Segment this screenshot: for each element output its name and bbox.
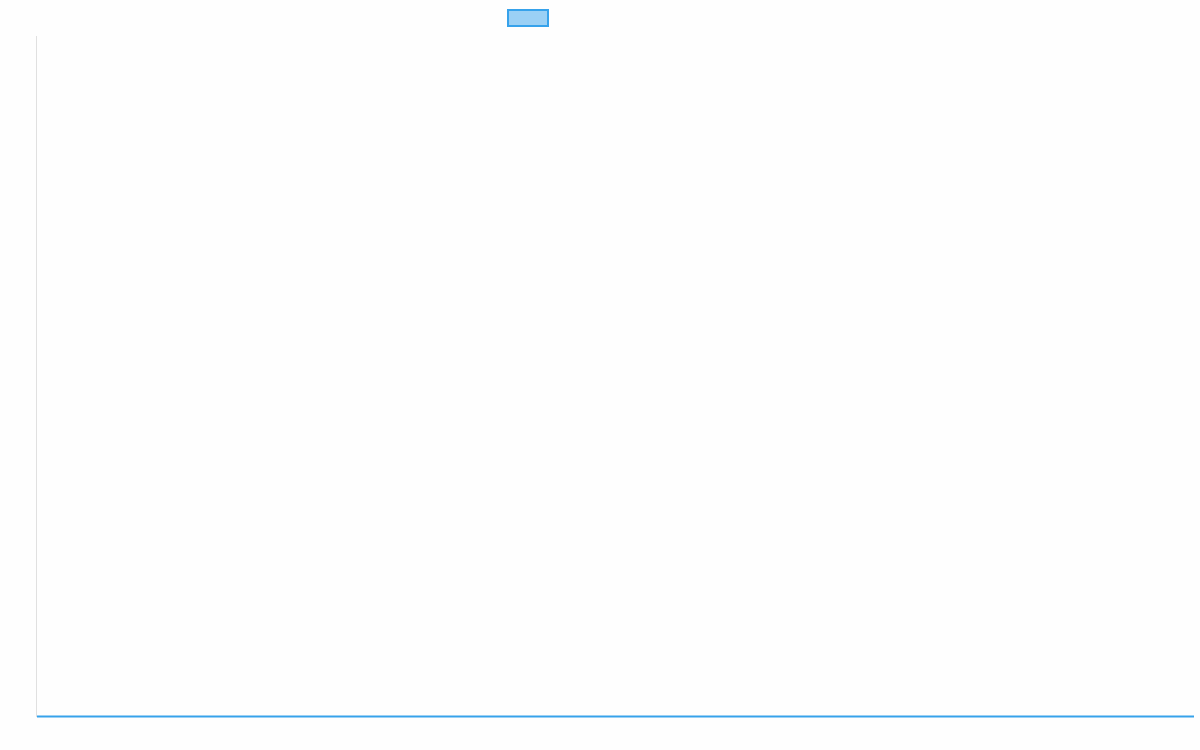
legend[interactable] [507,9,549,27]
legend-swatch[interactable] [507,9,549,27]
